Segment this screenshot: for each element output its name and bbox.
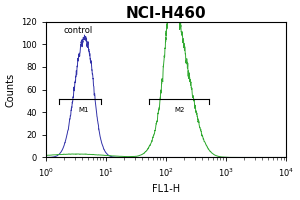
X-axis label: FL1-H: FL1-H <box>152 184 180 194</box>
Title: NCI-H460: NCI-H460 <box>126 6 206 21</box>
Text: M2: M2 <box>174 107 184 113</box>
Text: control: control <box>64 26 93 35</box>
Y-axis label: Counts: Counts <box>6 73 16 107</box>
Text: M1: M1 <box>79 107 89 113</box>
